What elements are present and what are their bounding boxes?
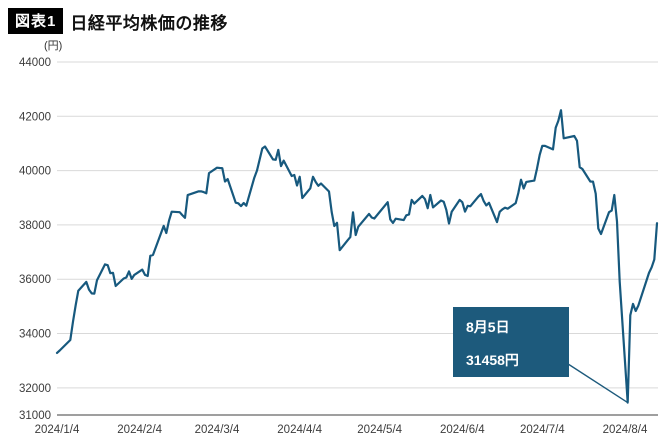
price-line [55, 109, 659, 404]
y-tick-label: 44000 [19, 57, 51, 69]
annotation-callout: 8月5日 31458円 [453, 307, 569, 377]
callout-pointer-line [564, 361, 629, 404]
x-tick-label: 2024/3/4 [195, 424, 240, 436]
figure-badge: 図表1 [8, 8, 64, 34]
x-tick-label: 2024/5/4 [357, 424, 402, 436]
y-tick-label: 34000 [19, 329, 51, 341]
figure-header: 図表1 日経平均株価の推移 [8, 8, 228, 34]
x-tick-label: 2024/4/4 [277, 424, 322, 436]
y-axis-unit-label: (円) [44, 40, 63, 52]
x-tick-label: 2024/1/4 [35, 424, 80, 436]
figure-title: 日経平均株価の推移 [70, 13, 228, 33]
y-tick-label: 40000 [19, 166, 51, 178]
y-tick-label: 42000 [19, 111, 51, 123]
annotation-value: 31458円 [466, 352, 519, 368]
y-tick-label: 36000 [19, 274, 51, 286]
x-tick-label: 2024/7/4 [520, 424, 565, 436]
x-tick-label: 2024/8/4 [603, 424, 648, 436]
annotation-date: 8月5日 [466, 319, 510, 335]
y-tick-label: 32000 [19, 383, 51, 395]
y-tick-label: 38000 [19, 220, 51, 232]
y-tick-label: 31000 [19, 410, 51, 422]
x-tick-label: 2024/6/4 [440, 424, 485, 436]
x-tick-label: 2024/2/4 [117, 424, 162, 436]
